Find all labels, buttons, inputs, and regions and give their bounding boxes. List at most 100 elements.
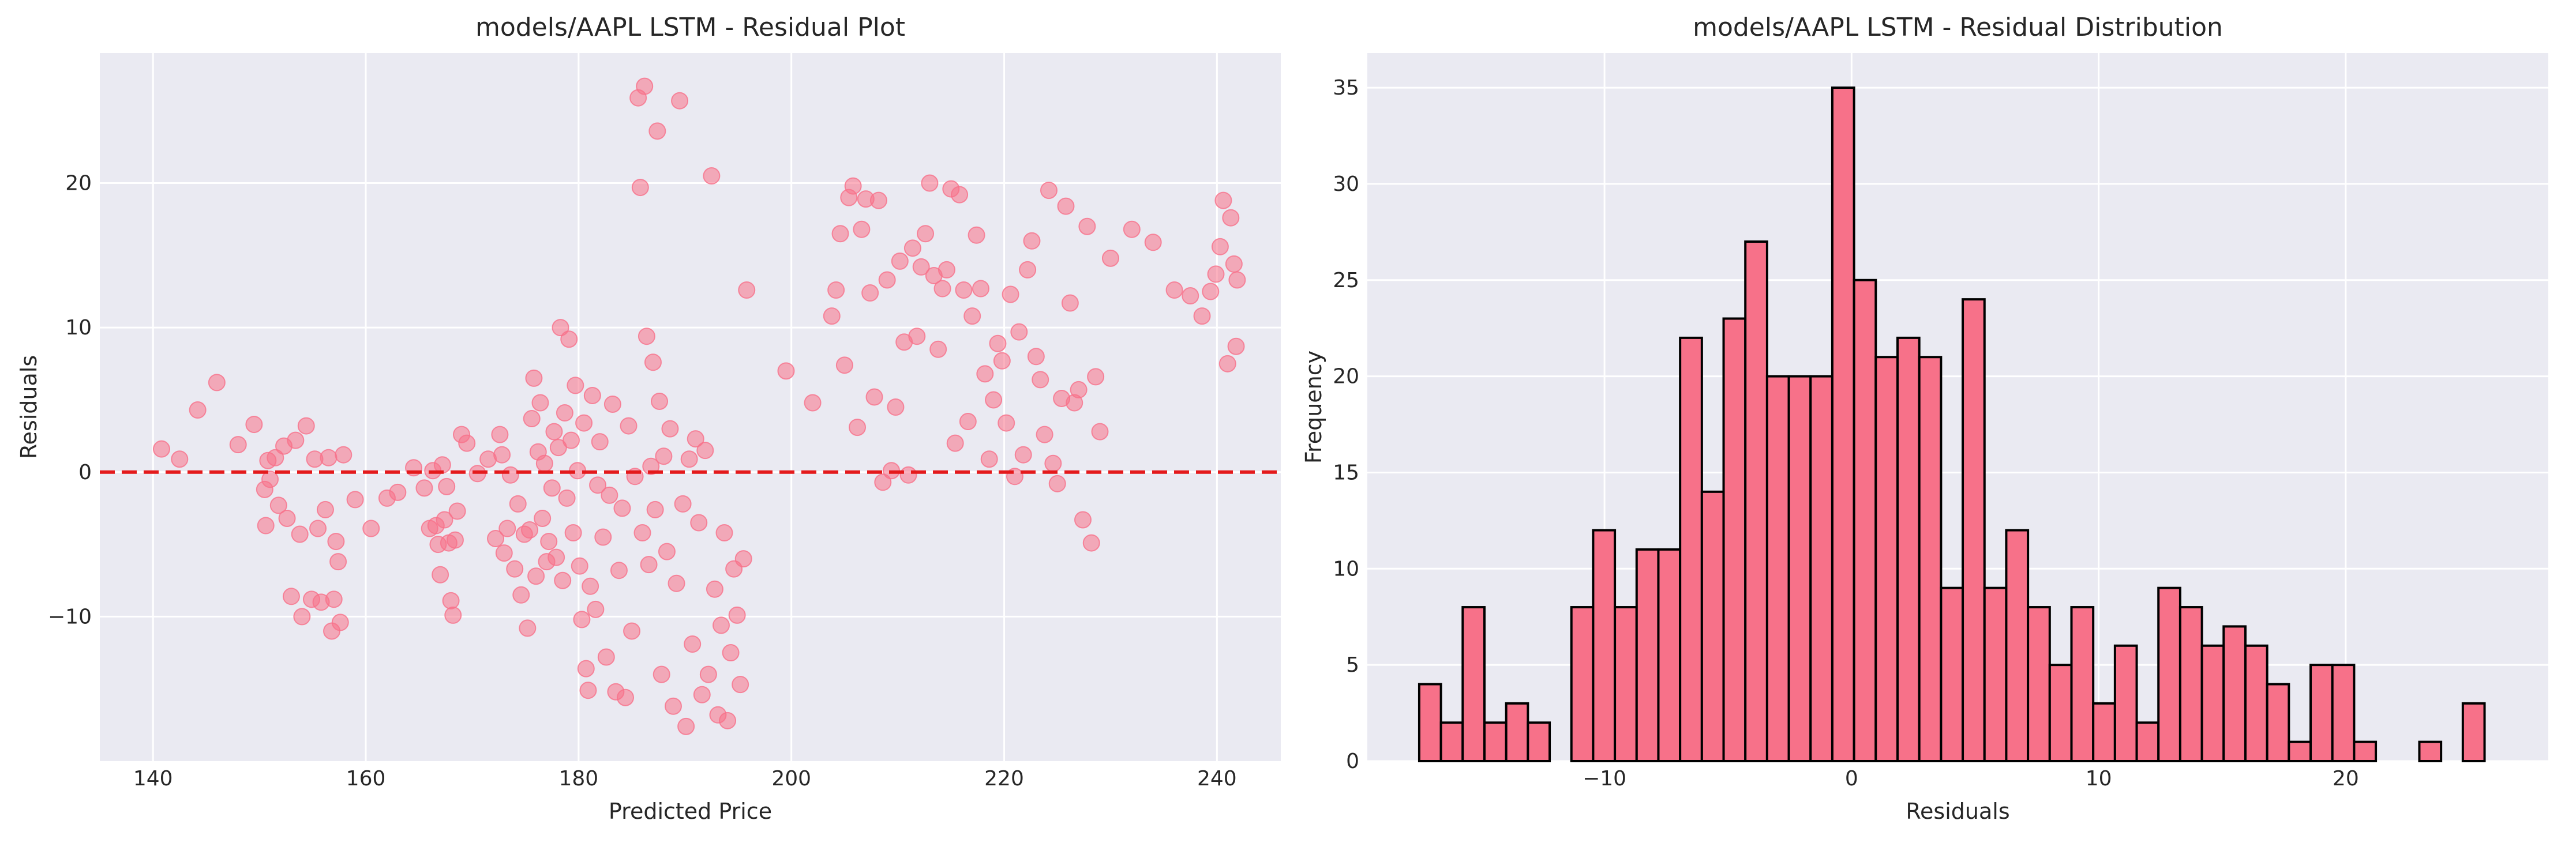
scatter-point bbox=[495, 544, 513, 562]
scatter-point bbox=[1214, 191, 1232, 209]
scatter-point bbox=[245, 416, 263, 434]
scatter-point bbox=[1019, 261, 1037, 279]
x-tick-label: 0 bbox=[1845, 767, 1858, 791]
histogram-bar bbox=[1722, 317, 1747, 762]
scatter-point bbox=[293, 608, 311, 626]
histogram-bar bbox=[1765, 375, 1790, 762]
histogram-bar bbox=[1527, 721, 1551, 762]
scatter-point bbox=[577, 660, 595, 678]
scatter-point bbox=[646, 500, 664, 518]
histogram-bar bbox=[2070, 606, 2095, 762]
histogram-bar bbox=[2048, 664, 2073, 763]
scatter-point bbox=[1225, 255, 1243, 273]
scatter-point bbox=[583, 386, 601, 404]
residual-histogram-chart: −10 0 10 20 0 5 10 15 20 25 30 35 models/AAPL LSTM -… bbox=[1301, 13, 2548, 824]
histogram-bar bbox=[1505, 702, 1529, 763]
scatter-point bbox=[844, 177, 862, 195]
y-tick-label: 35 bbox=[1333, 76, 1359, 100]
scatter-point bbox=[1193, 307, 1211, 325]
scatter-point bbox=[346, 491, 364, 509]
scatter-point bbox=[534, 509, 552, 527]
histogram-bar bbox=[2113, 644, 2138, 762]
scatter-point bbox=[684, 635, 702, 653]
scatter-point bbox=[671, 92, 689, 110]
scatter-point bbox=[575, 414, 593, 432]
histogram-bar bbox=[2135, 721, 2160, 762]
chart-title: models/AAPL LSTM - Residual Distribution bbox=[1693, 13, 2223, 42]
scatter-point bbox=[1123, 220, 1141, 238]
histogram-bar bbox=[2461, 702, 2486, 763]
scatter-point bbox=[582, 577, 599, 595]
histogram-bar bbox=[2092, 702, 2116, 763]
scatter-point bbox=[1057, 197, 1075, 215]
scatter-point bbox=[282, 588, 300, 605]
chart-title: models/AAPL LSTM - Residual Plot bbox=[475, 13, 905, 42]
scatter-point bbox=[644, 353, 662, 371]
scatter-point bbox=[899, 466, 917, 484]
scatter-point bbox=[571, 557, 588, 575]
scatter-point bbox=[1207, 265, 1225, 283]
scatter-point bbox=[444, 606, 462, 624]
scatter-point bbox=[1014, 446, 1032, 464]
x-axis-label: Predicted Price bbox=[609, 799, 772, 824]
scatter-point bbox=[946, 434, 964, 452]
scatter-point bbox=[891, 252, 909, 270]
scatter-point bbox=[912, 258, 930, 276]
scatter-point bbox=[335, 446, 353, 464]
scatter-point bbox=[715, 524, 733, 542]
scatter-point bbox=[655, 447, 673, 465]
scatter-point bbox=[908, 328, 926, 345]
scatter-point bbox=[491, 426, 509, 443]
scatter-point bbox=[512, 586, 530, 604]
histogram-bar bbox=[1418, 683, 1442, 762]
scatter-point bbox=[498, 520, 516, 537]
scatter-point bbox=[1061, 294, 1079, 312]
scatter-point bbox=[827, 281, 845, 299]
scatter-point bbox=[620, 417, 638, 435]
histogram-bar bbox=[1461, 606, 1486, 762]
scatter-point bbox=[1032, 371, 1049, 389]
scatter-point bbox=[521, 521, 539, 539]
scatter-point bbox=[696, 442, 714, 460]
histogram-bar bbox=[1614, 606, 1638, 762]
scatter-point bbox=[229, 436, 247, 454]
scatter-point bbox=[677, 717, 695, 735]
scatter-point bbox=[448, 502, 466, 520]
histogram-bar bbox=[2288, 740, 2312, 763]
histogram-bar bbox=[1853, 279, 1877, 762]
y-tick-label: 0 bbox=[78, 461, 92, 484]
scatter-point bbox=[208, 374, 226, 392]
scatter-point bbox=[633, 524, 651, 542]
x-tick-label: 10 bbox=[2086, 767, 2112, 791]
scatter-point bbox=[1144, 234, 1162, 251]
scatter-point bbox=[980, 450, 998, 468]
scatter-point bbox=[738, 281, 756, 299]
histogram-bar bbox=[1635, 548, 1660, 762]
scatter-point bbox=[1182, 287, 1199, 305]
scatter-point bbox=[548, 548, 565, 566]
scatter-point bbox=[458, 434, 476, 452]
y-tick-label: −10 bbox=[48, 605, 92, 629]
scatter-point bbox=[320, 449, 338, 466]
scatter-point bbox=[442, 592, 460, 609]
histogram-bar bbox=[1439, 721, 1464, 762]
histogram-bar bbox=[2005, 529, 2030, 763]
scatter-point bbox=[556, 404, 573, 422]
histogram-bar bbox=[1679, 336, 1703, 762]
scatter-point bbox=[648, 122, 666, 140]
scatter-point bbox=[993, 352, 1011, 370]
scatter-point bbox=[543, 479, 561, 497]
scatter-point bbox=[636, 77, 654, 95]
scatter-point bbox=[687, 430, 704, 448]
histogram-bar bbox=[1831, 86, 1855, 763]
plot-area bbox=[100, 53, 1281, 761]
y-tick-label: 30 bbox=[1333, 172, 1359, 196]
scatter-point bbox=[309, 520, 327, 537]
scatter-point bbox=[487, 530, 505, 548]
scatter-point bbox=[189, 401, 207, 419]
histogram-bar bbox=[2331, 664, 2356, 763]
scatter-point bbox=[1082, 534, 1100, 552]
scatter-point bbox=[642, 457, 660, 475]
scatter-point bbox=[610, 562, 628, 579]
